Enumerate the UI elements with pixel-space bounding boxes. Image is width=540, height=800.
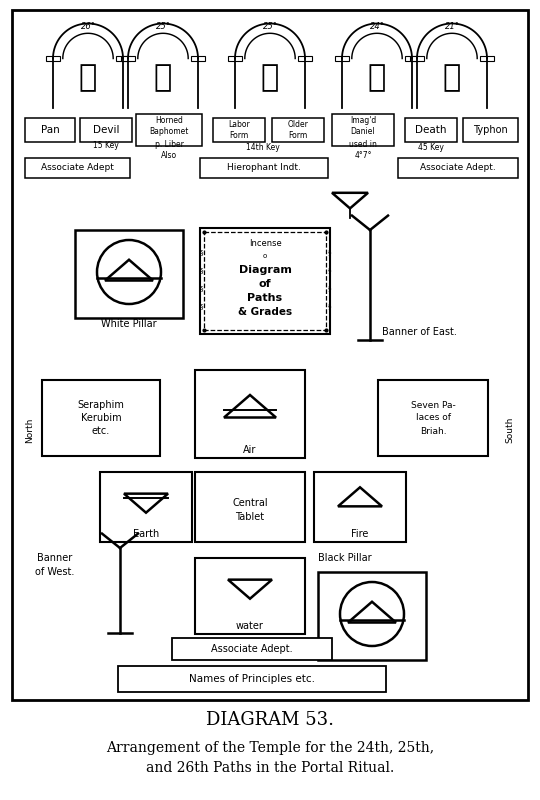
Bar	[204, 232, 326, 330]
Text: ס: ס	[261, 62, 279, 94]
Text: Paths: Paths	[247, 293, 282, 303]
Bar	[75, 230, 183, 318]
Bar	[480, 56, 494, 61]
Text: laces of: laces of	[415, 414, 450, 422]
Text: used in
4°7°: used in 4°7°	[349, 140, 377, 160]
Text: כ: כ	[368, 62, 386, 94]
Text: & Grades: & Grades	[238, 307, 292, 317]
Text: §: §	[199, 267, 203, 273]
Bar	[172, 638, 332, 660]
Bar	[410, 56, 424, 61]
Bar	[46, 56, 60, 61]
Bar	[378, 380, 488, 456]
Text: Typhon: Typhon	[472, 125, 508, 135]
Text: Imag'd
Daniel: Imag'd Daniel	[350, 116, 376, 136]
Bar	[195, 472, 305, 542]
Text: §: §	[199, 303, 203, 309]
Bar	[200, 228, 330, 334]
Text: Incense: Incense	[248, 239, 281, 249]
Bar	[136, 114, 202, 146]
Text: Hierophant Indt.: Hierophant Indt.	[227, 163, 301, 173]
Text: Pan: Pan	[40, 125, 59, 135]
Bar	[25, 158, 130, 178]
Text: Horned
Baphomet: Horned Baphomet	[150, 116, 188, 136]
Bar	[318, 572, 426, 660]
Text: Fire: Fire	[352, 529, 369, 539]
Text: Names of Principles etc.: Names of Principles etc.	[189, 674, 315, 684]
Text: Air: Air	[244, 445, 256, 455]
Text: water: water	[236, 621, 264, 631]
Bar	[272, 118, 324, 142]
Text: Tablet: Tablet	[235, 512, 265, 522]
Bar	[405, 56, 419, 61]
Bar	[118, 666, 386, 692]
Text: ע: ע	[154, 62, 172, 94]
Text: Devil: Devil	[93, 125, 119, 135]
Bar	[314, 472, 406, 542]
Text: p. Liber
Also: p. Liber Also	[154, 140, 184, 160]
Text: Older
Form: Older Form	[288, 120, 308, 140]
Bar	[298, 56, 312, 61]
Text: Seven Pa-: Seven Pa-	[410, 401, 455, 410]
Text: DIAGRAM 53.: DIAGRAM 53.	[206, 711, 334, 729]
Text: §: §	[199, 285, 203, 291]
Text: South: South	[505, 417, 515, 443]
Bar	[25, 118, 75, 142]
Text: Diagram: Diagram	[239, 265, 292, 275]
Text: §: §	[327, 267, 331, 273]
Text: etc.: etc.	[92, 426, 110, 436]
Text: 21°: 21°	[444, 22, 460, 31]
Text: Associate Adept: Associate Adept	[40, 163, 113, 173]
Text: and 26th Paths in the Portal Ritual.: and 26th Paths in the Portal Ritual.	[146, 761, 394, 775]
Bar	[42, 380, 160, 456]
Text: Banner of East.: Banner of East.	[382, 327, 457, 337]
Text: §: §	[327, 249, 331, 255]
Text: of West.: of West.	[35, 567, 75, 577]
Text: 25°: 25°	[262, 22, 278, 31]
Text: Arrangement of the Temple for the 24th, 25th,: Arrangement of the Temple for the 24th, …	[106, 741, 434, 755]
Bar	[398, 158, 518, 178]
Text: §: §	[199, 249, 203, 255]
Bar	[100, 472, 192, 542]
Bar	[80, 118, 132, 142]
Text: Associate Adept.: Associate Adept.	[211, 644, 293, 654]
Text: 14th Key: 14th Key	[246, 142, 280, 151]
Bar	[463, 118, 518, 142]
Bar	[116, 56, 130, 61]
Bar	[332, 114, 394, 146]
Text: Labor
Form: Labor Form	[228, 120, 250, 140]
Text: White Pillar: White Pillar	[101, 319, 157, 329]
Bar	[12, 10, 528, 700]
Bar	[228, 56, 242, 61]
Text: Briah.: Briah.	[420, 426, 447, 435]
Text: 15 Key: 15 Key	[93, 142, 119, 150]
Bar	[200, 158, 328, 178]
Bar	[213, 118, 265, 142]
Text: of: of	[259, 279, 271, 289]
Text: North: North	[25, 418, 35, 442]
Text: Black Pillar: Black Pillar	[318, 553, 372, 563]
Text: Death: Death	[415, 125, 447, 135]
Bar	[405, 118, 457, 142]
Bar	[335, 56, 349, 61]
Text: Kerubim: Kerubim	[80, 413, 122, 423]
Text: נ: נ	[79, 62, 97, 94]
Text: Banner: Banner	[37, 553, 72, 563]
Text: Associate Adept.: Associate Adept.	[420, 163, 496, 173]
Bar	[195, 370, 305, 458]
Text: Seraphim: Seraphim	[78, 400, 124, 410]
Text: 45 Key: 45 Key	[418, 142, 444, 151]
Bar	[121, 56, 135, 61]
Text: o: o	[263, 253, 267, 259]
Text: §: §	[327, 285, 331, 291]
Text: Central: Central	[232, 498, 268, 508]
Bar	[195, 558, 305, 634]
Text: Earth: Earth	[133, 529, 159, 539]
Text: 25°: 25°	[156, 22, 171, 31]
Text: 24°: 24°	[369, 22, 384, 31]
Text: ז: ז	[443, 62, 461, 94]
Bar	[191, 56, 205, 61]
Text: §: §	[327, 303, 331, 309]
Text: 26°: 26°	[80, 22, 96, 31]
